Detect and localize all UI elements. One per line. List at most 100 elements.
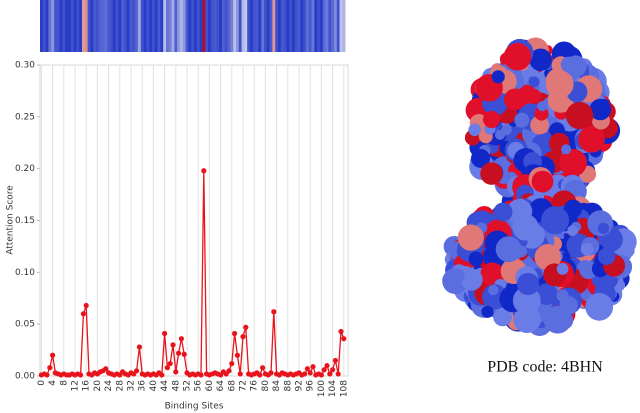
heatmap-cell [149, 0, 153, 52]
heatmap-cell [314, 0, 318, 52]
x-tick-label: 104 [328, 380, 338, 397]
heatmap-cell [317, 0, 321, 52]
heatmap-cell [118, 0, 122, 52]
point [321, 367, 327, 373]
heatmap-cell [233, 0, 237, 52]
point [229, 360, 235, 367]
plot-area [39, 64, 349, 377]
heatmap-cell [84, 0, 88, 52]
surface-atom [527, 89, 542, 103]
point [237, 371, 243, 377]
surface-atom [515, 245, 528, 258]
x-tick-label: 88 [283, 380, 293, 392]
x-tick-label: 16 [82, 380, 92, 392]
heatmap-cell [208, 0, 212, 52]
point [170, 342, 176, 348]
heatmap-cell [82, 0, 86, 52]
surface-atom [580, 242, 594, 256]
heatmap-cell [216, 0, 220, 52]
surface-atom [504, 88, 526, 111]
point [310, 364, 316, 370]
surface-atom [483, 110, 501, 129]
heatmap-cell [311, 0, 315, 52]
x-tick-label: 80 [261, 380, 271, 392]
heatmap-cell [342, 0, 346, 52]
heatmap-cell [129, 0, 133, 52]
point [164, 365, 170, 371]
x-tick-label: 48 [171, 380, 181, 392]
surface-atom [471, 148, 490, 168]
heatmap-cell [101, 0, 105, 52]
point [173, 369, 179, 375]
heatmap-cell [322, 0, 326, 52]
y-tick-label: 0.05 [15, 320, 35, 330]
heatmap-cell [152, 0, 156, 52]
surface-atom [495, 236, 522, 263]
heatmap-cell [286, 0, 290, 52]
x-tick-label: 76 [250, 380, 260, 392]
heatmap-cell [160, 0, 164, 52]
surface-atom [500, 124, 512, 136]
heatmap-cell [62, 0, 66, 52]
point [304, 366, 310, 372]
heatmap-cell [185, 0, 189, 52]
heatmap-cell [294, 0, 298, 52]
heatmap-cell [196, 0, 200, 52]
surface-atom [493, 202, 513, 222]
point [234, 352, 240, 358]
heatmap-cell [70, 0, 74, 52]
x-tick-label: 100 [317, 380, 327, 397]
x-tick-label: 96 [306, 380, 316, 392]
surface-atom [537, 101, 548, 112]
surface-atom [503, 42, 532, 71]
surface-atom [528, 76, 540, 88]
heatmap-cell [157, 0, 161, 52]
heatmap-cell [334, 0, 338, 52]
heatmap-cell [325, 0, 329, 52]
x-tick-label: 12 [71, 380, 81, 391]
surface-atom [556, 289, 569, 302]
x-tick-label: 68 [227, 380, 237, 392]
heatmap-cell [210, 0, 214, 52]
heatmap-cell [112, 0, 116, 52]
point [136, 344, 142, 350]
heatmap-cell [42, 0, 46, 52]
heatmap-cell [132, 0, 136, 52]
heatmap-cell [227, 0, 231, 52]
heatmap-cell [336, 0, 340, 52]
point [103, 366, 109, 372]
heatmap-cell [154, 0, 158, 52]
surface-atom [481, 305, 494, 318]
heatmap-cell [121, 0, 125, 52]
heatmap-cell [124, 0, 128, 52]
heatmap-cell [93, 0, 97, 52]
point [44, 372, 50, 378]
point [83, 302, 89, 309]
heatmap-cell [289, 0, 293, 52]
heatmap-cell [331, 0, 335, 52]
heatmap-cell [163, 0, 167, 52]
x-tick-label: 36 [138, 380, 148, 392]
point [50, 352, 56, 358]
point [176, 350, 182, 356]
x-tick-label: 8 [59, 380, 69, 386]
point [80, 311, 86, 317]
heatmap-cell [199, 0, 203, 52]
point [260, 365, 266, 371]
heatmap-cell [278, 0, 282, 52]
x-tick-label: 20 [93, 380, 103, 392]
point [159, 372, 165, 378]
surface-atom [531, 170, 554, 193]
heatmap-cell [68, 0, 72, 52]
heatmap-cell [255, 0, 259, 52]
surface-atom [585, 292, 614, 321]
heatmap-cell [272, 0, 276, 52]
surface-atom [535, 283, 558, 305]
heatmap-cell [73, 0, 77, 52]
surface-atom [578, 126, 605, 153]
heatmap-cell [280, 0, 284, 52]
heatmap-cell [300, 0, 304, 52]
heatmap-cell [230, 0, 234, 52]
y-tick-label: 0.15 [15, 216, 35, 226]
